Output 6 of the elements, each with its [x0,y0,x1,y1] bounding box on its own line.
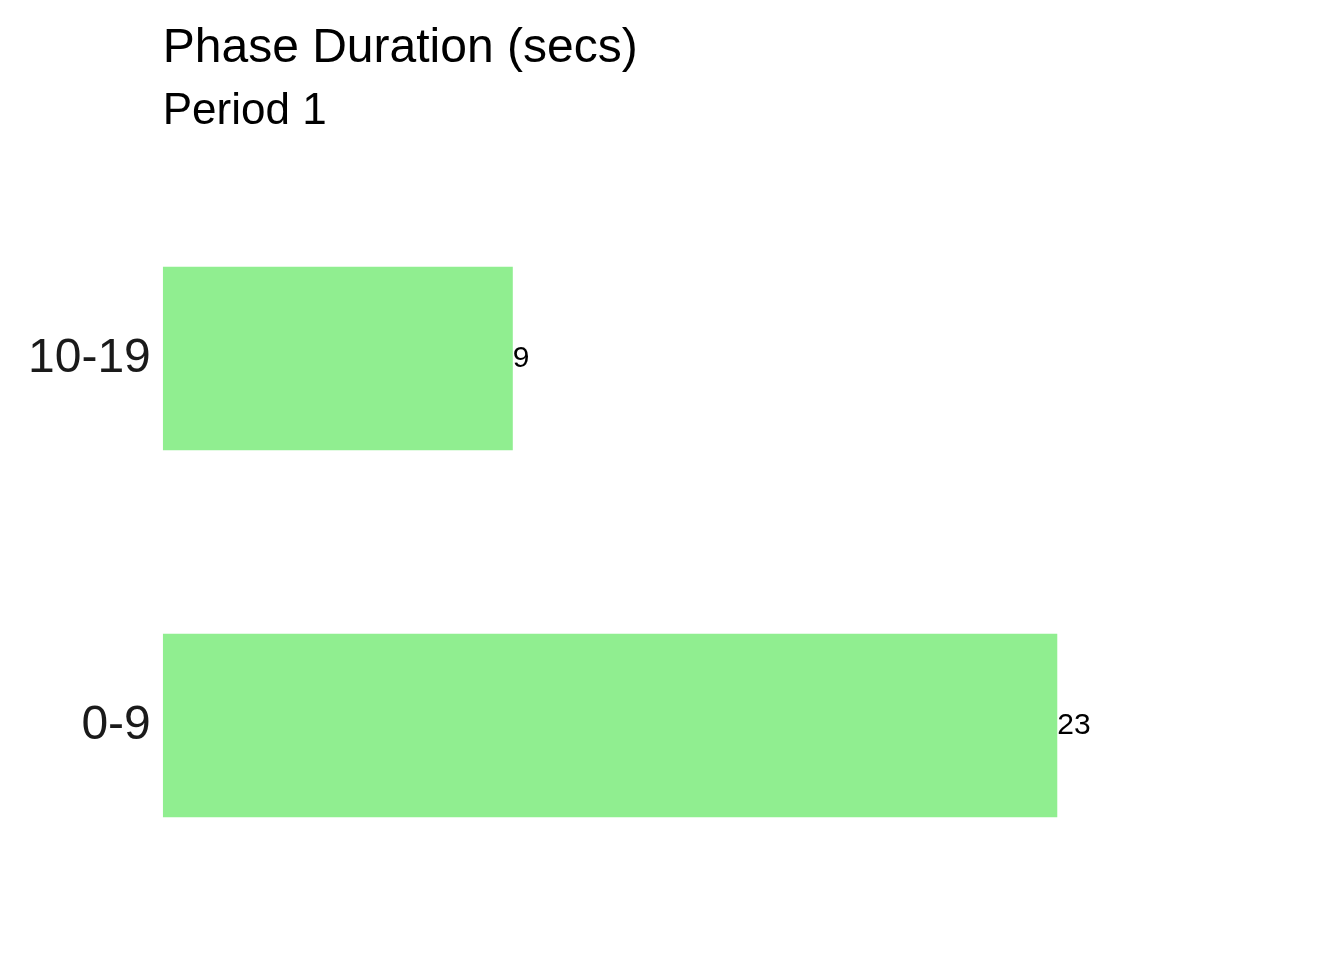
y-tick-label: 10-19 [28,328,151,382]
data-label: 9 [512,339,530,373]
y-tick-label: 0-9 [81,695,151,749]
chart-title: Phase Duration (secs) [162,19,638,72]
chart-subtitle: Period 1 [162,84,327,133]
data-label: 23 [1057,706,1091,740]
